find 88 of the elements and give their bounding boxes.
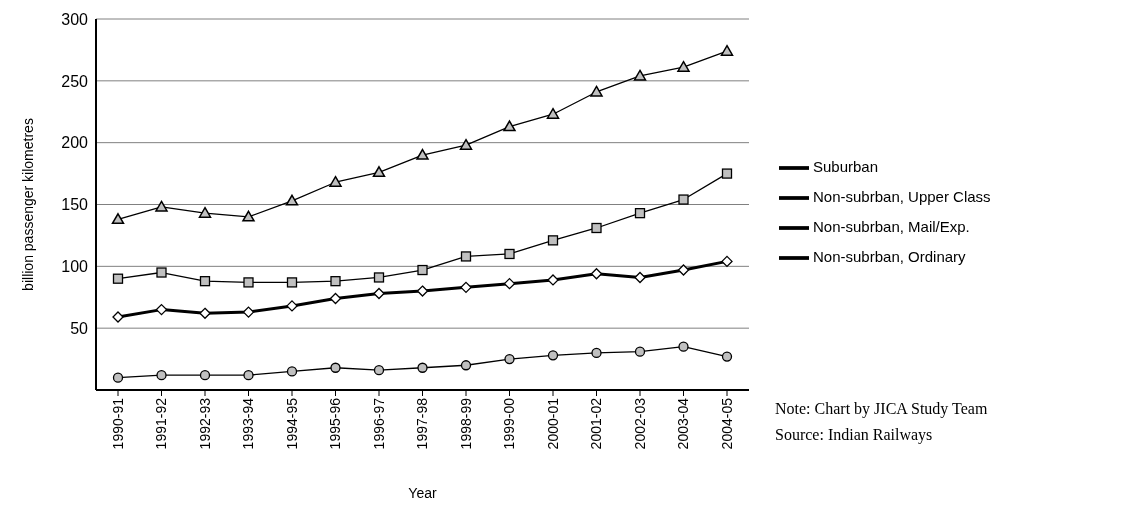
x-tick-label: 1997-98: [414, 397, 431, 450]
x-tick-label: 1990-91: [109, 397, 126, 450]
point: [504, 353, 515, 365]
point: [634, 208, 646, 219]
point: [417, 264, 428, 276]
point: [460, 251, 472, 262]
x-tick-label: 1995-96: [327, 397, 344, 450]
point: [547, 350, 559, 361]
x-tick-label: 2003-04: [675, 397, 692, 450]
point: [111, 213, 125, 225]
point: [633, 69, 647, 81]
point: [373, 287, 385, 300]
point: [416, 285, 429, 297]
point: [678, 341, 689, 352]
x-tick-label: 1999-00: [501, 397, 518, 450]
point: [590, 268, 603, 280]
point: [721, 255, 733, 268]
point: [372, 166, 386, 178]
y-tick-label: 100: [61, 258, 89, 276]
point: [503, 120, 516, 132]
text: Note: Chart by JICA Study Team: [775, 399, 988, 420]
y-axis-title: billion passenger kilometres: [19, 118, 36, 291]
point: [156, 370, 167, 381]
point: [634, 346, 646, 357]
point: [634, 271, 646, 284]
point: [199, 370, 211, 381]
x-tick-label: 2002-03: [631, 397, 648, 450]
point: [373, 272, 385, 283]
source-note: Source: Indian Railways: [775, 425, 934, 446]
point: [416, 148, 429, 160]
point: [155, 200, 168, 212]
x-tick-label: 2000-01: [544, 397, 561, 450]
x-tick-label: 2004-05: [718, 397, 735, 450]
point: [590, 85, 603, 97]
point: [243, 277, 254, 288]
x-tick-label: 2001-02: [588, 397, 605, 450]
point: [547, 274, 559, 286]
point: [460, 281, 472, 294]
point: [112, 273, 124, 284]
point: [591, 222, 602, 234]
point: [504, 248, 515, 260]
point: [678, 194, 689, 205]
point: [286, 300, 298, 312]
x-tick-label: 1996-97: [370, 397, 387, 450]
point: [198, 206, 212, 218]
y-tick-label: 300: [61, 10, 89, 28]
point: [329, 175, 342, 187]
point: [199, 307, 211, 319]
point: [243, 370, 254, 381]
point: [459, 138, 473, 150]
x-tick-label: 1993-94: [240, 397, 257, 450]
point: [242, 306, 255, 318]
point: [721, 351, 733, 362]
point: [156, 267, 167, 278]
point: [546, 107, 560, 119]
x-tick-label: 1998-99: [457, 397, 474, 450]
x-tick-label: 1991-92: [153, 397, 170, 450]
legend-label: Non-subrban, Mail/Exp.: [813, 217, 970, 235]
point: [286, 277, 298, 288]
legend-label: Non-subrban, Upper Class: [813, 187, 991, 205]
x-tick-label: 1994-95: [283, 397, 300, 450]
point: [460, 360, 472, 371]
point: [329, 292, 342, 305]
y-tick-label: 250: [61, 72, 89, 90]
point: [503, 278, 516, 290]
y-tick-label: 50: [70, 319, 89, 337]
point: [155, 303, 168, 316]
point: [721, 168, 733, 179]
point: [677, 60, 690, 72]
point: [677, 264, 690, 276]
point: [591, 347, 602, 359]
point: [547, 235, 559, 246]
x-axis-title: Year: [408, 485, 437, 501]
point: [242, 210, 255, 222]
y-tick-label: 200: [61, 134, 89, 152]
point: [285, 194, 299, 206]
point: [330, 362, 341, 373]
y-tick-label: 150: [61, 196, 89, 214]
point: [417, 362, 428, 373]
point: [330, 276, 341, 287]
point: [199, 276, 211, 287]
point: [373, 365, 385, 376]
legend-label: Non-subrban, Ordinary: [813, 247, 966, 265]
point: [112, 372, 124, 383]
legend-label: Suburban: [813, 157, 879, 175]
point: [720, 44, 734, 56]
x-tick-label: 1992-93: [196, 397, 213, 450]
point: [286, 366, 298, 377]
